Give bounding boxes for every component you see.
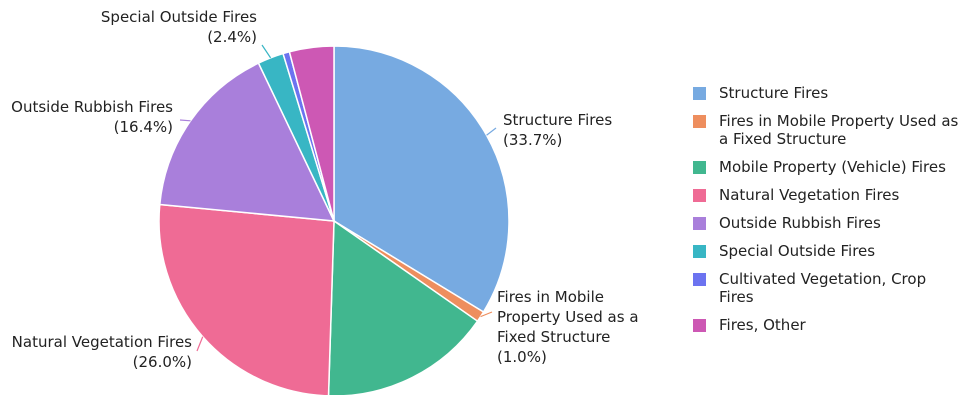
legend-swatch <box>693 161 706 174</box>
slice-labels: Structure Fires (33.7%) Fires in Mobile Pro… <box>11 8 638 371</box>
legend-label: Mobile Property (Vehicle) Fires <box>719 158 946 176</box>
legend-item: Natural Vegetation Fires <box>693 186 968 204</box>
slice-label: Fires in Mobile Property Used as a Fixed S… <box>497 288 639 366</box>
leader-line <box>179 119 191 122</box>
slice-label-line: Natural Vegetation Fires <box>12 333 193 351</box>
slice-label: Special Outside Fires (2.4%) <box>101 8 257 46</box>
slice-label: Outside Rubbish Fires (16.4%) <box>11 98 173 136</box>
legend-swatch <box>693 245 706 258</box>
legend-item: Fires, Other <box>693 316 968 334</box>
slice-label-line: Fires in Mobile <box>497 288 604 306</box>
legend-item: Structure Fires <box>693 84 968 102</box>
pie-slices <box>158 45 510 395</box>
pie-slice-mobile-property-vehicle-fires <box>327 219 479 395</box>
legend-swatch <box>693 273 706 286</box>
slice-label: Structure Fires (33.7%) <box>503 111 612 149</box>
leader-line <box>261 44 272 59</box>
legend-item: Fires in Mobile Property Used as a Fixed … <box>693 112 968 148</box>
slice-label-line: (1.0%) <box>497 348 547 366</box>
pie-slice-natural-vegetation-fires <box>158 203 335 395</box>
legend-swatch <box>693 87 706 100</box>
leader-line <box>480 311 493 318</box>
legend-swatch <box>693 115 706 128</box>
legend-item: Special Outside Fires <box>693 242 968 260</box>
leader-line <box>486 127 497 136</box>
legend-label: Fires, Other <box>719 316 806 334</box>
pie-slice-fires-other <box>288 45 335 222</box>
slice-label-line: Fixed Structure <box>497 328 610 346</box>
legend: Structure Fires Fires in Mobile Property … <box>693 84 968 344</box>
legend-swatch <box>693 189 706 202</box>
legend-item: Cultivated Vegetation, Crop Fires <box>693 270 968 306</box>
legend-label: Cultivated Vegetation, Crop Fires <box>719 270 927 306</box>
slice-label-line: (26.0%) <box>133 353 192 371</box>
slice-label-line: Special Outside Fires <box>101 8 257 26</box>
legend-label: Fires in Mobile Property Used as a Fixed … <box>719 112 959 148</box>
pie-slice-outside-rubbish-fires <box>158 62 336 222</box>
slice-label-line: (16.4%) <box>114 118 173 136</box>
legend-label: Special Outside Fires <box>719 242 876 260</box>
slice-label-line: Structure Fires <box>503 111 612 129</box>
slice-label-line: Property Used as a <box>497 308 639 326</box>
leader-line <box>196 336 204 352</box>
legend-swatch <box>693 319 706 332</box>
legend-label: Outside Rubbish Fires <box>719 214 881 232</box>
legend-swatch <box>693 217 706 230</box>
legend-label: Structure Fires <box>719 84 829 102</box>
legend-item: Outside Rubbish Fires <box>693 214 968 232</box>
legend-item: Mobile Property (Vehicle) Fires <box>693 158 968 176</box>
slice-label-line: (2.4%) <box>207 28 257 46</box>
slice-label-line: Outside Rubbish Fires <box>11 98 173 116</box>
slice-label: Natural Vegetation Fires (26.0%) <box>12 333 193 371</box>
slice-label-line: (33.7%) <box>503 131 562 149</box>
legend-label: Natural Vegetation Fires <box>719 186 900 204</box>
